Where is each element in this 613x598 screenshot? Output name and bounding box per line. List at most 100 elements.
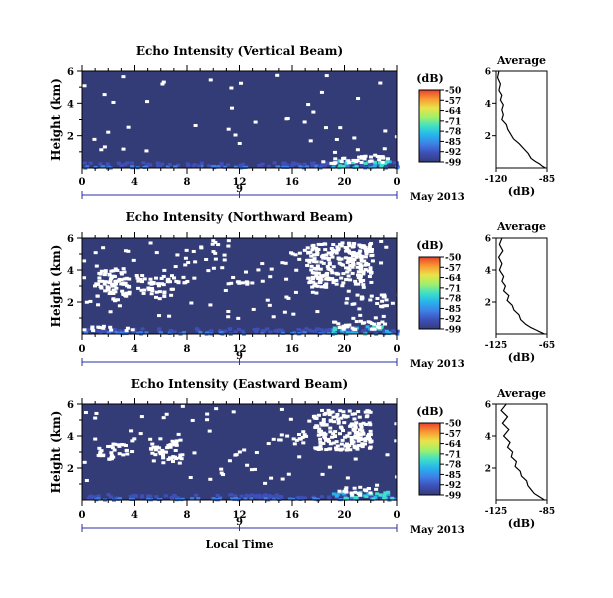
missing-cell [124, 448, 129, 452]
echo-cell [99, 328, 104, 332]
missing-cell [173, 265, 178, 269]
missing-cell [338, 242, 343, 246]
echo-cell [214, 165, 219, 169]
missing-cell [380, 160, 385, 164]
missing-cell [161, 456, 166, 460]
missing-cell [351, 254, 356, 258]
missing-cell [123, 444, 128, 448]
echo-cell [118, 329, 123, 333]
echo-cell [173, 165, 178, 169]
missing-cell [338, 425, 343, 429]
missing-cell [311, 243, 316, 247]
missing-cell [110, 446, 115, 450]
echo-cell [144, 331, 149, 335]
missing-cell [226, 315, 231, 319]
missing-cell [98, 452, 103, 456]
missing-cell [280, 477, 285, 481]
missing-cell [375, 154, 380, 158]
missing-cell [342, 421, 347, 425]
missing-cell [108, 325, 113, 329]
missing-cell [356, 410, 361, 414]
missing-cell [328, 442, 333, 446]
echo-cell [222, 165, 227, 169]
missing-cell [368, 423, 373, 427]
missing-cell [339, 160, 344, 164]
missing-cell [106, 130, 111, 134]
average-frame [495, 237, 548, 335]
missing-cell [334, 448, 339, 452]
y-tick-label: 2 [67, 132, 74, 143]
echo-cell [385, 160, 390, 164]
missing-cell [226, 282, 231, 286]
missing-cell [297, 437, 302, 441]
missing-cell [310, 258, 315, 262]
average-x-tick-label: -65 [539, 341, 555, 351]
missing-cell [237, 450, 242, 454]
average-y-tick-label: 4 [485, 100, 491, 110]
average-x-tick-label: -85 [539, 507, 555, 517]
missing-cell [84, 479, 89, 483]
echo-cell [88, 495, 93, 499]
echo-cell [310, 164, 315, 168]
missing-cell [329, 251, 334, 255]
missing-cell [297, 455, 302, 459]
echo-cell [350, 160, 355, 164]
missing-cell [335, 412, 340, 416]
missing-cell [361, 421, 366, 425]
missing-cell [148, 241, 153, 245]
missing-cell [181, 275, 186, 279]
echo-cell [254, 330, 259, 334]
echo-cell [172, 493, 177, 497]
missing-cell [102, 93, 107, 97]
missing-cell [341, 324, 346, 328]
missing-cell [334, 278, 339, 282]
missing-cell [351, 316, 356, 320]
missing-cell [315, 310, 320, 314]
missing-cell [315, 424, 320, 428]
missing-cell [360, 442, 365, 446]
missing-cell [314, 260, 319, 264]
missing-cell [315, 253, 320, 257]
missing-cell [122, 270, 127, 274]
missing-cell [350, 265, 355, 269]
missing-cell [336, 417, 341, 421]
echo-cell [107, 331, 112, 335]
average-profile-line [497, 237, 545, 335]
echo-cell [243, 497, 248, 501]
missing-cell [93, 284, 98, 288]
missing-cell [96, 303, 101, 307]
missing-cell [292, 442, 297, 446]
missing-cell [325, 271, 330, 275]
missing-cell [158, 452, 163, 456]
echo-cell [302, 162, 307, 166]
missing-cell [107, 273, 112, 277]
echo-cell [176, 496, 181, 500]
missing-cell [88, 299, 93, 303]
missing-cell [375, 301, 380, 305]
echo-cell [219, 330, 224, 334]
missing-cell [313, 253, 318, 257]
missing-cell [369, 271, 374, 275]
missing-cell [334, 440, 339, 444]
missing-cell [324, 253, 329, 257]
missing-cell [356, 261, 361, 265]
missing-cell [324, 285, 329, 289]
missing-cell [330, 271, 335, 275]
echo-cell [119, 331, 124, 335]
echo-cell [386, 490, 391, 494]
missing-cell [208, 477, 213, 481]
missing-cell [160, 82, 165, 86]
echo-cell [382, 495, 387, 499]
missing-cell [157, 446, 162, 450]
missing-cell [352, 445, 357, 449]
missing-cell [373, 153, 378, 157]
echo-cell [139, 495, 144, 499]
missing-cell [309, 264, 314, 268]
colorbar-tick-label: -50 [445, 254, 461, 264]
echo-cell [281, 161, 286, 165]
missing-cell [345, 414, 350, 418]
echo-cell [296, 495, 301, 499]
missing-cell [131, 258, 136, 262]
missing-cell [97, 326, 102, 330]
missing-cell [331, 432, 336, 436]
